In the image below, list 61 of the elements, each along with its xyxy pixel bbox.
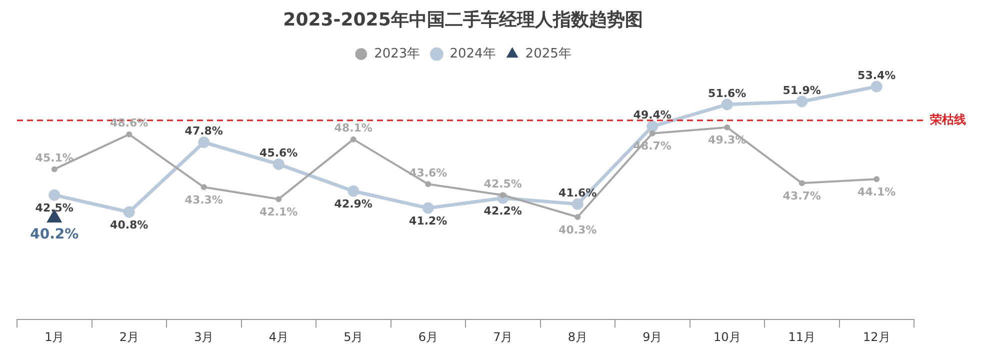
data-label: 40.3% (558, 223, 597, 236)
x-tick-label: 3月 (194, 330, 214, 344)
data-label: 40.2% (30, 226, 79, 243)
data-label: 42.5% (35, 201, 74, 214)
point (422, 202, 434, 214)
data-label: 47.8% (184, 124, 223, 138)
data-label: 41.6% (558, 186, 597, 200)
x-tick-label: 9月 (642, 330, 662, 344)
data-label: 48.6% (110, 116, 148, 130)
point (724, 124, 730, 130)
chart-title: 2023-2025年中国二手车经理人指数趋势图 (283, 9, 643, 30)
legend-label: 2025年 (525, 46, 572, 62)
data-label: 42.9% (334, 197, 372, 210)
data-label: 51.6% (708, 86, 746, 100)
data-label: 41.2% (409, 214, 448, 228)
data-label: 40.8% (110, 218, 148, 232)
x-tick-label: 8月 (568, 330, 588, 344)
point (646, 120, 658, 132)
point (272, 158, 284, 170)
x-tick-label: 6月 (418, 330, 438, 344)
legend-label: 2024年 (450, 46, 496, 62)
point (425, 181, 432, 188)
data-label: 42.5% (484, 177, 522, 190)
x-tick-label: 5月 (344, 330, 364, 344)
data-label: 49.4% (633, 108, 672, 122)
point (874, 176, 880, 182)
point (200, 184, 207, 190)
point (51, 166, 58, 172)
x-tick-label: 11月 (788, 330, 816, 344)
x-tick-label: 4月 (268, 330, 288, 344)
point (276, 196, 282, 202)
point (572, 198, 584, 210)
data-label: 45.1% (35, 152, 74, 165)
point (350, 136, 356, 142)
point (721, 98, 733, 110)
point (126, 131, 132, 138)
x-tick-label: 7月 (493, 330, 513, 344)
data-label: 42.1% (260, 205, 298, 218)
data-label: 42.2% (484, 204, 522, 218)
data-label: 44.1% (858, 186, 896, 199)
point (348, 185, 360, 197)
point (649, 130, 656, 136)
point (798, 180, 805, 186)
data-label: 45.6% (260, 146, 298, 160)
x-tick-label: 10月 (713, 330, 741, 344)
x-tick-label: 2月 (119, 330, 139, 344)
point (796, 96, 808, 108)
point (123, 206, 135, 218)
x-tick-label: 12月 (862, 330, 890, 344)
x-tick-label: 1月 (44, 330, 64, 344)
legend-label: 2023年 (374, 46, 420, 62)
data-label: 51.9% (782, 84, 821, 97)
ref-line-label: 荣枯线 (929, 112, 966, 127)
data-label: 48.1% (334, 122, 372, 135)
data-label: 53.4% (858, 68, 896, 82)
point (48, 189, 60, 201)
point (870, 80, 882, 92)
data-label: 43.7% (782, 190, 821, 203)
point (574, 214, 581, 220)
data-label: 43.3% (184, 193, 223, 206)
point (198, 136, 210, 148)
